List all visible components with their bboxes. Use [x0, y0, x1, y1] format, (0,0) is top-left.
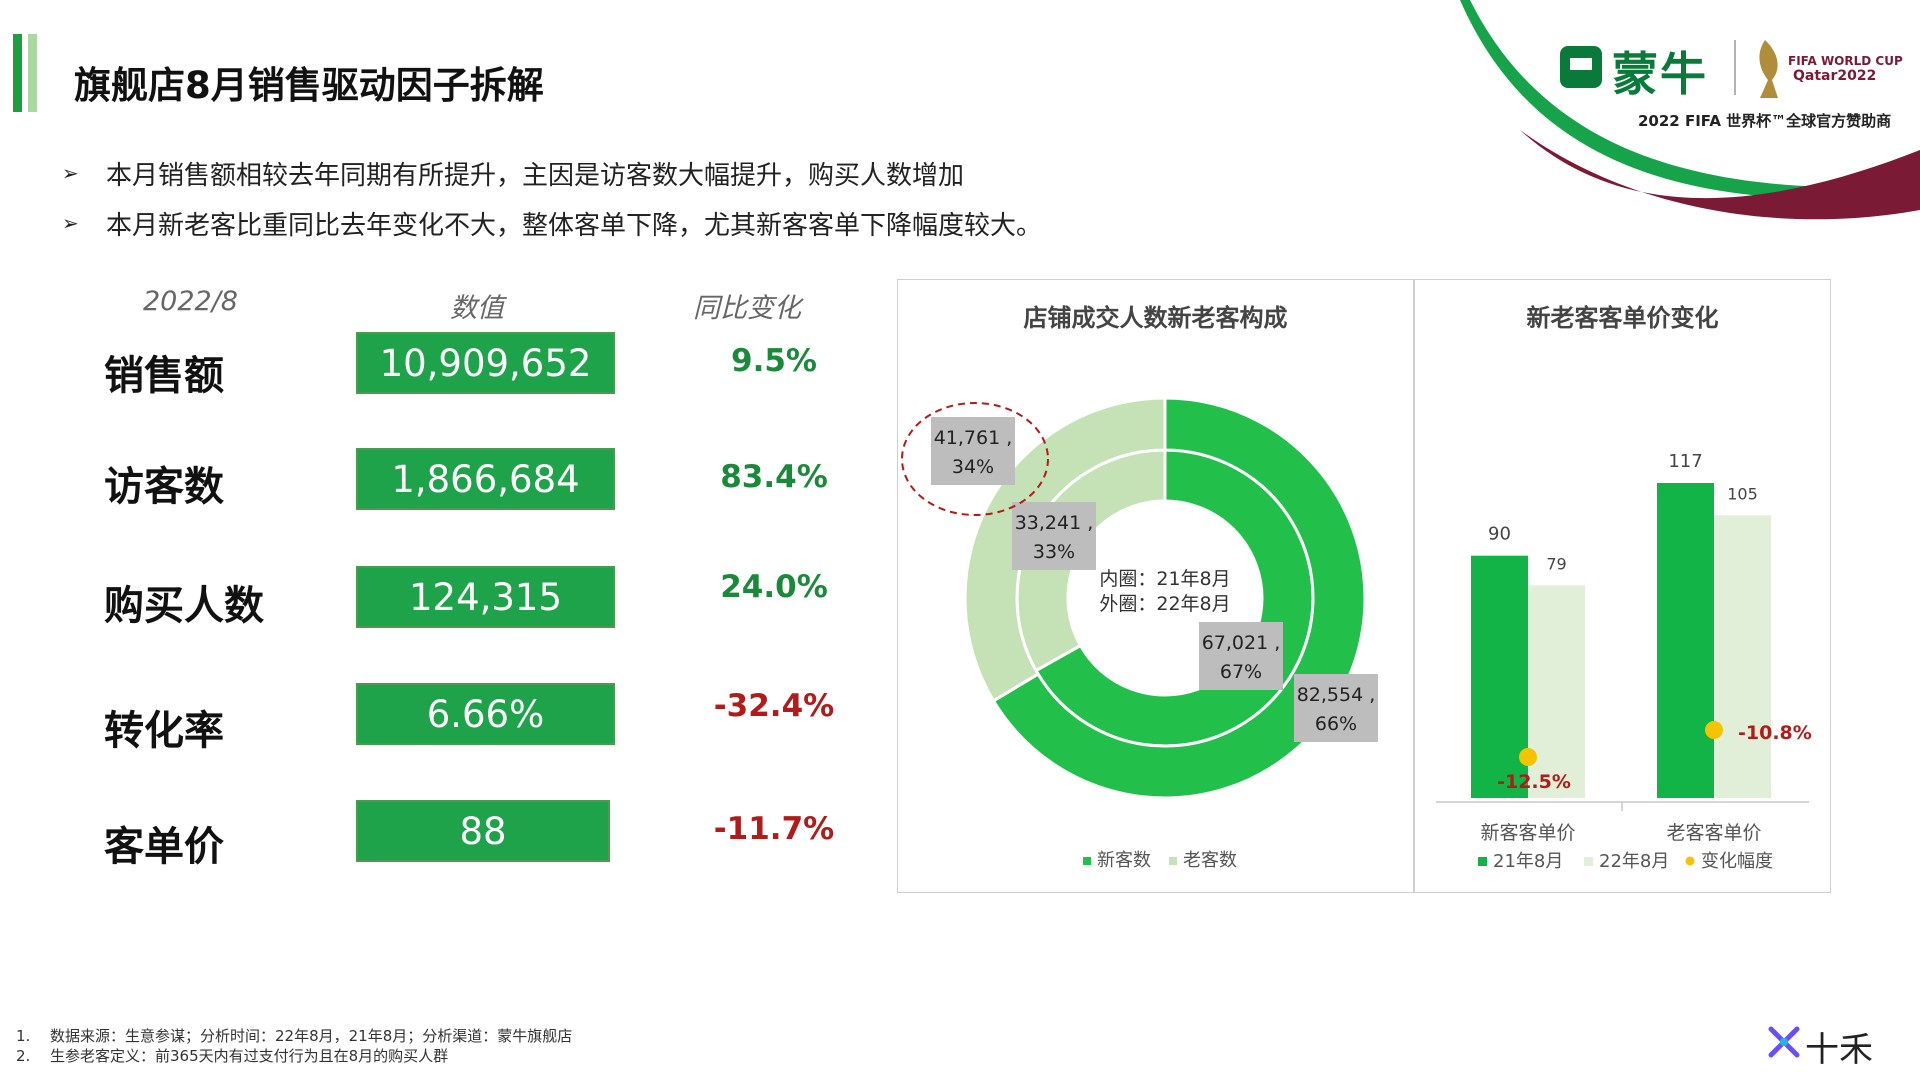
donut-center-line-2: 外圈：22年8月: [1099, 593, 1230, 615]
bar-value-label: 117: [1668, 451, 1702, 472]
arrow-bullet-icon: ➢: [62, 211, 79, 235]
title-accent-bar-light: [28, 34, 37, 112]
footnote-text: 生参老客定义：前365天内有过支付行为且在8月的购买人群: [50, 1047, 449, 1065]
sponsor-text: 2022 FIFA 世界杯™全球官方赞助商: [1638, 112, 1892, 130]
donut-data-label: 82,554 , 66%: [1294, 674, 1378, 742]
brand-logo-text: 蒙牛: [1612, 47, 1708, 101]
bullet-text: 本月销售额相较去年同期有所提升，主因是访客数大幅提升，购买人数增加: [106, 160, 965, 191]
kpi-value-box: 124,315: [356, 566, 615, 628]
bullet-item: ➢ 本月销售额相较去年同期有所提升，主因是访客数大幅提升，购买人数增加: [62, 148, 1042, 198]
change-marker: [1519, 748, 1537, 766]
footnote-text: 数据来源：生意参谋；分析时间：22年8月，21年8月；分析渠道：蒙牛旗舰店: [50, 1027, 573, 1045]
kpi-label: 访客数: [104, 464, 224, 510]
kpi-label: 客单价: [104, 824, 224, 870]
bar-value-label: 105: [1727, 484, 1758, 503]
title-accent-bar-dark: [13, 34, 22, 112]
footnote-item: 1. 数据来源：生意参谋；分析时间：22年8月，21年8月；分析渠道：蒙牛旗舰店: [16, 1025, 572, 1046]
kpi-change: -11.7%: [713, 811, 835, 847]
legend-swatch: [1169, 857, 1177, 865]
data-label-value: 33,241 ,: [1015, 512, 1094, 534]
bar: [1657, 483, 1714, 798]
donut-data-label: 41,761 , 34%: [931, 417, 1015, 485]
footnote-number: 1.: [16, 1027, 31, 1045]
data-label-value: 67,021 ,: [1202, 632, 1281, 654]
kpi-change: 24.0%: [720, 569, 828, 605]
category-label: 新客客单价: [1480, 822, 1575, 844]
bar: [1471, 555, 1528, 798]
legend-swatch: [1584, 857, 1593, 866]
bottom-brand-text: 十禾: [1805, 1030, 1873, 1070]
legend-label: 21年8月: [1493, 851, 1563, 872]
bar-value-label: 90: [1488, 524, 1511, 545]
footnote-item: 2. 生参老客定义：前365天内有过支付行为且在8月的购买人群: [16, 1045, 448, 1066]
category-label: 老客客单价: [1666, 822, 1761, 844]
footnote-number: 2.: [16, 1047, 31, 1065]
data-label-box: [931, 417, 1015, 485]
donut-chart: 内圈：21年8月 外圈：22年8月 67,021 , 67% 33,241 , 33%…: [901, 396, 1378, 871]
page-title: 旗舰店8月销售驱动因子拆解: [74, 64, 544, 107]
bullet-item: ➢ 本月新老客比重同比去年变化不大，整体客单下降，尤其新客客单下降幅度较大。: [62, 198, 1042, 248]
legend-swatch: [1083, 857, 1091, 865]
data-label-percent: 34%: [952, 456, 994, 478]
kpi-label: 购买人数: [104, 583, 264, 629]
brand-corner-graphic: [1460, 0, 1920, 220]
bar: [1714, 515, 1771, 798]
donut-chart-title: 店铺成交人数新老客构成: [1023, 304, 1288, 332]
change-marker: [1705, 721, 1723, 739]
kpi-change: 9.5%: [731, 343, 817, 379]
bar-chart: 90 79 -12.5% 117 105 -10.8% 新客客单价 老客客单价 21年8月 2…: [1436, 451, 1812, 872]
arrow-bullet-icon: ➢: [62, 161, 79, 185]
kpi-value-box: 88: [356, 800, 610, 862]
shihe-logo-icon: [1768, 1026, 1800, 1058]
kpi-label: 转化率: [104, 708, 224, 754]
bar: [1528, 585, 1585, 798]
kpi-change: 83.4%: [720, 459, 828, 495]
kpi-value-box: 6.66%: [356, 683, 615, 745]
data-label-value: 82,554 ,: [1297, 684, 1376, 706]
bullet-text: 本月新老客比重同比去年变化不大，整体客单下降，尤其新客客单下降幅度较大。: [106, 210, 1043, 241]
legend-swatch: [1478, 857, 1487, 866]
kpi-change: -32.4%: [713, 688, 835, 724]
data-label-percent: 66%: [1315, 713, 1357, 735]
donut-slice: [963, 396, 1167, 703]
kpi-header-value: 数值: [450, 293, 504, 324]
world-cup-trophy-icon: [1759, 40, 1778, 98]
bar-value-label: 79: [1546, 554, 1566, 573]
data-label-value: 41,761 ,: [934, 427, 1013, 449]
data-label-box: [1199, 622, 1283, 690]
kpi-value-box: 1,866,684: [356, 448, 615, 510]
legend-swatch: [1685, 856, 1695, 866]
donut-data-label: 67,021 , 67%: [1199, 622, 1283, 690]
kpi-label: 销售额: [104, 353, 224, 399]
legend-label: 22年8月: [1599, 851, 1669, 872]
fifa-logo-text: FIFA WORLD CUP: [1788, 54, 1903, 68]
data-label-percent: 67%: [1220, 661, 1262, 683]
bar-chart-title: 新老客客单价变化: [1526, 304, 1719, 332]
change-label: -12.5%: [1497, 771, 1571, 793]
qatar-logo-text: Qatar2022: [1793, 68, 1877, 84]
data-label-percent: 33%: [1033, 541, 1075, 563]
donut-center-line-1: 内圈：21年8月: [1099, 568, 1230, 590]
legend-label: 变化幅度: [1701, 851, 1773, 872]
kpi-value-box: 10,909,652: [356, 332, 615, 394]
donut-data-label: 33,241 , 33%: [1012, 502, 1096, 570]
maroon-swoosh: [1520, 130, 1920, 220]
kpi-header-period: 2022/8: [143, 286, 238, 317]
change-label: -10.8%: [1738, 722, 1812, 744]
data-label-box: [1294, 674, 1378, 742]
highlight-circle: [901, 402, 1049, 516]
kpi-header-change: 同比变化: [693, 293, 801, 324]
legend-label: 新客数: [1097, 850, 1151, 871]
donut-slice: [991, 396, 1367, 800]
legend-label: 老客数: [1183, 850, 1237, 871]
summary-bullets: ➢ 本月销售额相较去年同期有所提升，主因是访客数大幅提升，购买人数增加 ➢ 本月…: [62, 148, 1042, 248]
data-label-box: [1012, 502, 1096, 570]
